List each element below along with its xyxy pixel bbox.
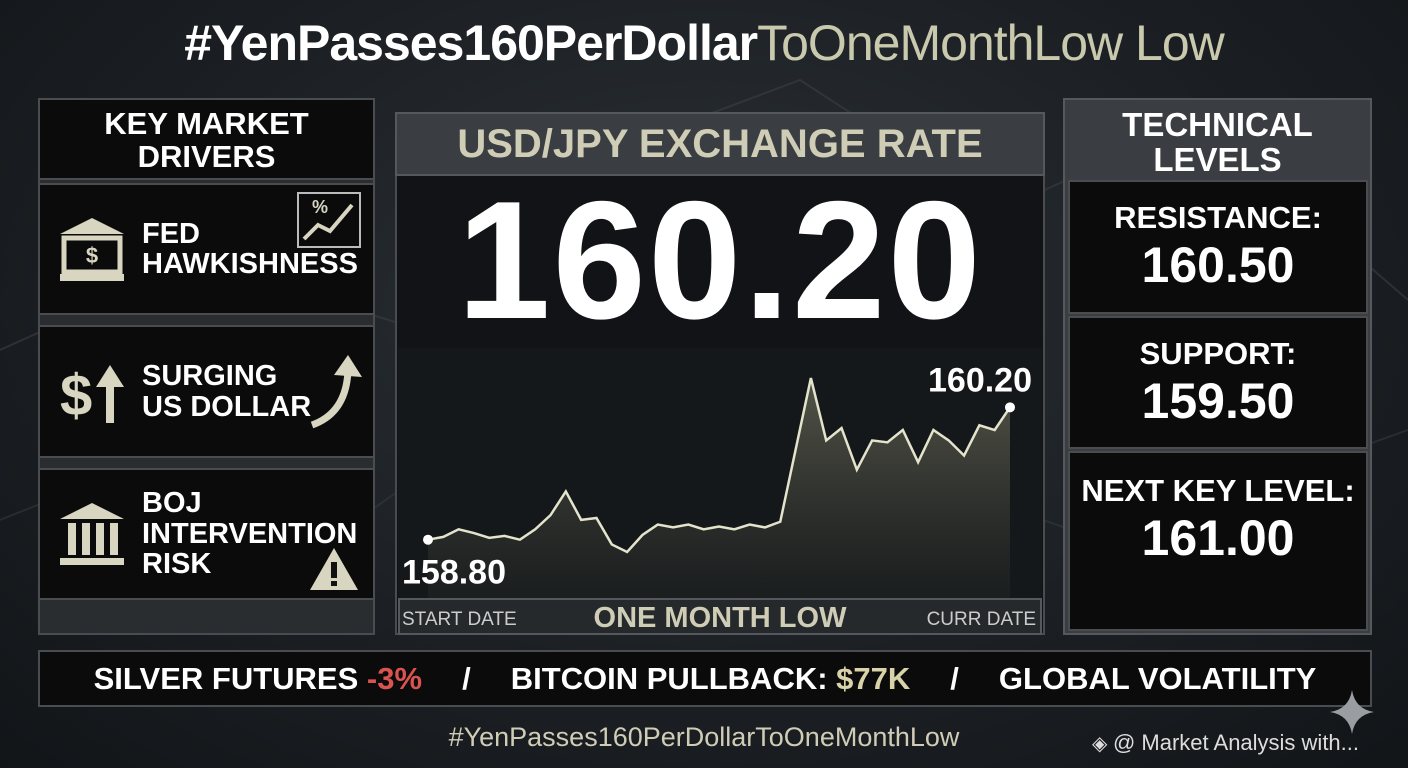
- level-label: SUPPORT:: [1139, 335, 1297, 371]
- credit: ◈ @ Market Analysis with...: [1092, 730, 1360, 755]
- driver-card: BOJ INTERVENTION RISK: [38, 468, 375, 600]
- level-value: 160.50: [1141, 237, 1295, 293]
- level-value: 159.50: [1141, 372, 1295, 429]
- footer-hashtag: #YenPasses160PerDollarToOneMonthLow: [448, 722, 960, 752]
- heading-line: TECHNICAL: [1122, 106, 1313, 143]
- ticker-text: BITCOIN PULLBACK:: [510, 660, 828, 696]
- level-card: NEXT KEY LEVEL: 161.00: [1068, 451, 1368, 631]
- rate-chart: 158.80 160.20: [398, 348, 1042, 598]
- ticker-item: SILVER FUTURES -3%: [94, 661, 422, 697]
- svg-text:%: %: [312, 197, 328, 217]
- drivers-heading: KEY MARKET DRIVERS: [38, 98, 375, 180]
- driver-line: HAWKISHNESS: [142, 248, 358, 280]
- x-label: START DATE: [402, 609, 517, 630]
- warning-icon: [310, 548, 358, 590]
- driver-line: RISK: [142, 548, 212, 581]
- chart-icon: %: [297, 192, 361, 248]
- ticker-item: /: [462, 661, 471, 697]
- arrow-icon: [310, 355, 362, 429]
- ticker-sep: /: [462, 660, 471, 696]
- heading-line: LEVELS: [1153, 140, 1282, 178]
- ticker-change: -3%: [366, 660, 423, 696]
- chart-caption: ONE MONTH LOW: [593, 602, 847, 634]
- value-label: 158.80: [402, 554, 506, 592]
- driver-line: INTERVENTION: [142, 517, 358, 550]
- bank-icon: $: [60, 218, 124, 281]
- rate-value: 160.20: [457, 166, 983, 354]
- driver-line: BOJ: [142, 487, 202, 520]
- ticker-text: SILVER FUTURES: [93, 660, 359, 696]
- level-label: RESISTANCE:: [1114, 200, 1322, 235]
- ticker-text: GLOBAL VOLATILITY: [998, 660, 1317, 696]
- heading-line: DRIVERS: [137, 138, 276, 174]
- value-label: 160.20: [928, 361, 1032, 399]
- ticker-change: $77K: [836, 660, 911, 696]
- rate-heading: USD/JPY EXCHANGE RATE: [395, 112, 1045, 176]
- ticker-sep: /: [950, 660, 959, 696]
- heading-line: KEY MARKET: [104, 106, 309, 141]
- dollar-up-icon: $: [60, 363, 124, 427]
- driver-card: $ SURGING US DOLLAR: [38, 325, 375, 458]
- ticker-item: BITCOIN PULLBACK: $77K: [511, 661, 911, 697]
- endpoint: [423, 534, 433, 545]
- level-label: NEXT KEY LEVEL:: [1081, 473, 1355, 508]
- headline: #YenPasses160PerDollarToOneMonthLow Low: [0, 14, 1408, 72]
- chart-footer: START DATE ONE MONTH LOW CURR DATE: [398, 598, 1042, 635]
- svg-text:$: $: [60, 363, 92, 427]
- level-card: SUPPORT: 159.50: [1068, 316, 1368, 449]
- headline-tail: ToOneMonthLow Low: [757, 15, 1225, 71]
- level-value: 161.00: [1141, 510, 1295, 566]
- driver-line: SURGING: [142, 360, 278, 393]
- endpoint: [1005, 402, 1015, 413]
- ticker-item: GLOBAL VOLATILITY: [999, 661, 1316, 697]
- ticker-item: /: [950, 661, 959, 697]
- sparkle-icon: [1330, 690, 1374, 734]
- driver-text: FED HAWKISHNESS: [142, 217, 358, 280]
- bank-icon: [60, 503, 124, 565]
- level-card: RESISTANCE: 160.50: [1068, 180, 1368, 314]
- driver-card: $ FED HAWKISHNESS %: [38, 183, 375, 315]
- svg-text:$: $: [86, 243, 98, 268]
- area-fill: [428, 378, 1010, 598]
- headline-main: #YenPasses160PerDollar: [184, 15, 758, 71]
- driver-text: BOJ INTERVENTION RISK: [142, 487, 358, 581]
- driver-line: US DOLLAR: [142, 390, 312, 423]
- driver-line: FED: [142, 217, 200, 250]
- credit-text: @ Market Analysis with...: [1112, 730, 1360, 755]
- x-label: CURR DATE: [926, 609, 1036, 630]
- ticker-bar: SILVER FUTURES -3% / BITCOIN PULLBACK: $77…: [38, 650, 1372, 707]
- driver-text: SURGING US DOLLAR: [142, 361, 311, 422]
- price-line: [427, 377, 1012, 554]
